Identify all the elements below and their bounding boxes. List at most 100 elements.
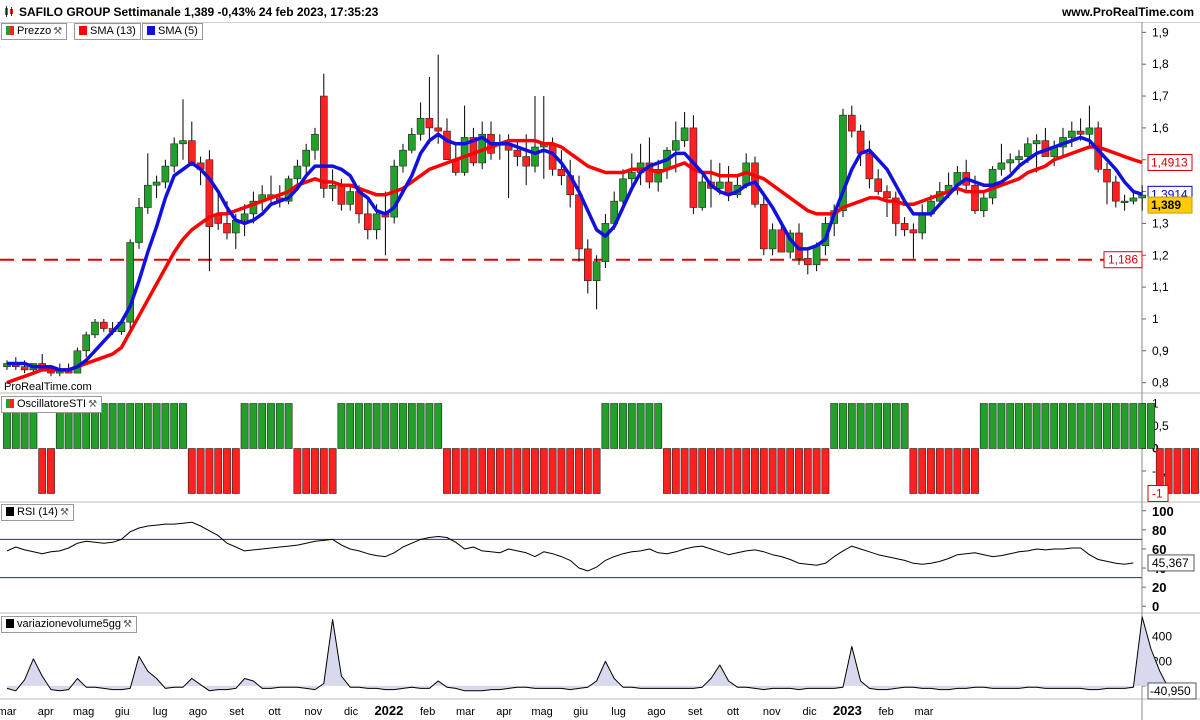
candlestick-icon <box>5 6 13 17</box>
candle-body <box>205 159 214 227</box>
osc-bar <box>874 403 883 449</box>
candle-body <box>865 153 874 180</box>
price-tick-label: 0,8 <box>1152 376 1169 390</box>
osc-bar <box>1129 403 1138 449</box>
osc-bar <box>522 448 531 494</box>
osc-bar <box>258 403 267 449</box>
candle-body <box>583 248 592 282</box>
legend-rsi[interactable]: RSI (14) ⚒ <box>1 504 74 521</box>
osc-bar <box>275 403 284 449</box>
legend-price[interactable]: Prezzo ⚒ <box>1 23 68 40</box>
vol-last-tag-text: -40,950 <box>1150 684 1191 698</box>
legend-volume[interactable]: variazionevolume5gg ⚒ <box>1 616 137 633</box>
x-axis-label: 2023 <box>833 703 862 718</box>
osc-bar <box>979 403 988 449</box>
legend-volume-label: variazionevolume5gg <box>17 618 121 630</box>
site-label[interactable]: www.ProRealTime.com <box>1061 5 1194 19</box>
candle-body <box>768 229 777 250</box>
osc-bar <box>1164 448 1173 494</box>
osc-tick-label: 1 <box>1152 397 1159 411</box>
osc-bar <box>302 448 311 494</box>
sma13-price-tag-box <box>1147 154 1193 172</box>
osc-bar <box>328 448 337 494</box>
candle-body <box>302 149 311 167</box>
candle-body <box>223 223 231 234</box>
legend-osc[interactable]: OscillatoreSTI ⚒ <box>1 396 103 413</box>
x-axis-label: mar <box>456 706 475 718</box>
osc-bar <box>1191 448 1199 494</box>
candle-body <box>346 191 355 205</box>
osc-bar <box>205 448 214 494</box>
price-tick-label: 1,2 <box>1152 248 1169 262</box>
osc-bar <box>135 403 143 449</box>
candle-body <box>443 130 451 161</box>
osc-bar <box>407 403 416 449</box>
wrench-icon[interactable]: ⚒ <box>122 619 132 630</box>
legend-sma13[interactable]: SMA (13) <box>74 23 141 40</box>
price-tick-label: 1,3 <box>1152 216 1169 230</box>
x-axis-label: mag <box>531 706 552 718</box>
x-axis-label: feb <box>420 706 435 718</box>
candle-body <box>1076 130 1085 135</box>
legend-sma13-label: SMA (13) <box>90 25 136 37</box>
osc-bar <box>768 448 777 494</box>
candle-body <box>715 181 724 189</box>
osc-bar <box>284 403 293 449</box>
osc-bar <box>900 403 909 449</box>
candle-body <box>979 197 988 211</box>
osc-bar <box>1059 403 1067 449</box>
x-axis-label: ago <box>647 706 665 718</box>
candle-body <box>627 172 636 180</box>
osc-bar <box>1147 403 1155 449</box>
wrench-icon[interactable]: ⚒ <box>59 507 69 518</box>
candle-body <box>601 223 610 262</box>
candle-body <box>91 321 99 336</box>
x-axis-label: 2022 <box>374 703 403 718</box>
legend-sma5[interactable]: SMA (5) <box>142 23 203 40</box>
price-tick-label: 1,7 <box>1152 89 1169 103</box>
candle-body <box>144 184 152 208</box>
chart-area[interactable]: 1,91,81,71,61,51,41,31,21,110,90,81,4913… <box>0 22 1200 720</box>
osc-bar <box>1032 403 1041 449</box>
price-swatch <box>6 26 14 35</box>
osc-bar <box>513 448 522 494</box>
x-axis-label: ago <box>189 706 207 718</box>
osc-bar <box>944 448 953 494</box>
osc-bar <box>390 403 399 449</box>
support-tag-text: 1,186 <box>1108 253 1138 267</box>
osc-bar <box>627 403 636 449</box>
osc-bar <box>495 448 504 494</box>
osc-bar <box>346 403 355 449</box>
wrench-icon[interactable]: ⚒ <box>53 26 63 37</box>
osc-bar <box>795 448 803 494</box>
candle-body <box>20 366 29 371</box>
candle-body <box>891 197 900 224</box>
osc-bar <box>724 448 733 494</box>
legend-price-label: Prezzo <box>17 25 52 37</box>
candle-body <box>874 178 883 192</box>
rsi-line <box>6 521 1134 572</box>
osc-bar <box>319 448 328 494</box>
candle-body <box>188 140 196 164</box>
candle-body <box>777 229 786 253</box>
candle-body <box>1085 127 1094 135</box>
osc-bar <box>1103 403 1111 449</box>
osc-bar <box>680 448 689 494</box>
candle-body <box>135 207 143 243</box>
osc-bar <box>152 403 161 449</box>
candle-body <box>161 165 170 183</box>
candle-body <box>522 156 531 167</box>
candle-body <box>1112 181 1120 202</box>
osc-bar <box>856 403 865 449</box>
legend-rsi-label: RSI (14) <box>17 506 58 518</box>
candle-body <box>100 321 108 329</box>
osc-bar <box>689 448 698 494</box>
wrench-icon[interactable]: ⚒ <box>88 399 98 410</box>
x-axis-label: apr <box>496 706 512 718</box>
osc-bar <box>610 403 619 449</box>
osc-bar <box>469 448 478 494</box>
candle-body <box>399 149 407 167</box>
candle-body <box>883 191 891 199</box>
price-tick-label: 0,9 <box>1152 344 1169 358</box>
osc-bar <box>953 448 962 494</box>
